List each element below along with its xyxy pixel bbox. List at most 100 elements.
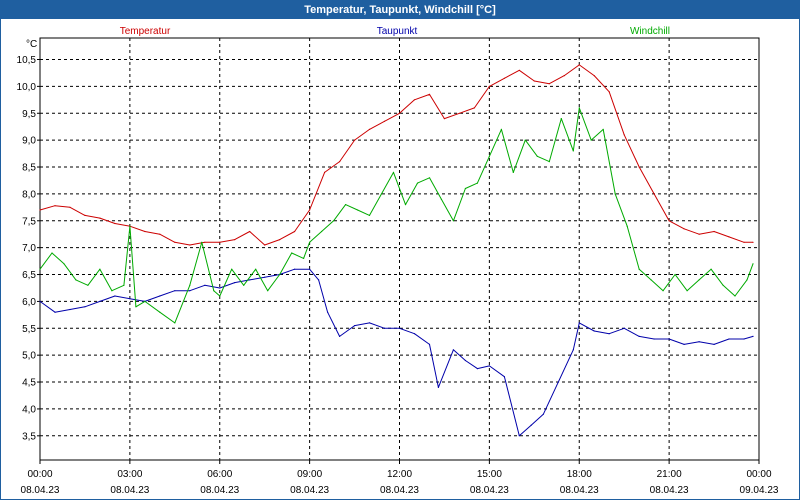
data-point-taupunkt bbox=[318, 279, 320, 281]
data-point-taupunkt bbox=[503, 376, 505, 378]
data-point-windchill bbox=[357, 209, 359, 211]
data-point-windchill bbox=[309, 241, 311, 243]
data-point-windchill bbox=[279, 273, 281, 276]
data-point-temperatur bbox=[84, 214, 86, 216]
data-point-temperatur bbox=[413, 99, 416, 101]
data-point-windchill bbox=[267, 290, 269, 292]
data-point-temperatur bbox=[398, 112, 401, 114]
series-line-taupunkt bbox=[39, 268, 754, 437]
y-tick-label: 6,0 bbox=[22, 297, 36, 308]
data-point-taupunkt bbox=[668, 338, 670, 340]
data-point-temperatur bbox=[608, 91, 610, 93]
data-point-taupunkt bbox=[339, 335, 341, 337]
y-tick-label: 10,0 bbox=[17, 82, 37, 93]
data-point-taupunkt bbox=[234, 282, 236, 284]
data-point-windchill bbox=[291, 252, 293, 254]
data-point-windchill bbox=[174, 322, 176, 324]
data-point-taupunkt bbox=[398, 327, 401, 329]
data-point-taupunkt bbox=[84, 306, 86, 308]
data-point-temperatur bbox=[189, 244, 191, 246]
data-point-taupunkt bbox=[476, 368, 478, 370]
data-point-taupunkt bbox=[638, 335, 640, 337]
data-point-windchill bbox=[722, 284, 724, 286]
data-point-temperatur bbox=[683, 228, 685, 230]
data-point-temperatur bbox=[309, 209, 311, 211]
data-point-temperatur bbox=[114, 222, 116, 225]
chart-title: Temperatur, Taupunkt, Windchill [°C] bbox=[1, 1, 799, 19]
data-point-taupunkt bbox=[698, 341, 700, 343]
data-point-windchill bbox=[536, 155, 538, 157]
data-point-temperatur bbox=[368, 128, 371, 130]
data-point-temperatur bbox=[668, 220, 670, 222]
data-point-windchill bbox=[440, 198, 442, 200]
data-point-windchill bbox=[686, 290, 688, 292]
data-point-windchill bbox=[213, 290, 215, 292]
data-point-windchill bbox=[590, 139, 592, 141]
y-tick-label: 6,5 bbox=[22, 270, 36, 281]
data-point-windchill bbox=[512, 171, 514, 173]
data-point-windchill bbox=[674, 273, 676, 276]
x-tick-time: 09:00 bbox=[297, 469, 322, 480]
data-point-temperatur bbox=[249, 230, 251, 233]
data-point-windchill bbox=[626, 225, 628, 227]
data-point-windchill bbox=[39, 268, 41, 270]
y-axis-unit: °C bbox=[26, 39, 37, 50]
data-point-taupunkt bbox=[69, 308, 71, 311]
data-point-taupunkt bbox=[713, 343, 715, 345]
data-point-taupunkt bbox=[557, 381, 559, 383]
data-point-windchill bbox=[159, 311, 161, 313]
x-tick-date: 09.04.23 bbox=[740, 485, 779, 496]
axes: 3,5 4,0 4,5 5,0 5,5 6,0 6,5 7,0 7,5 8,0 8,5 9,0 9,5 1… bbox=[17, 39, 779, 496]
data-point-windchill bbox=[231, 268, 233, 270]
data-point-temperatur bbox=[99, 217, 101, 219]
data-point-taupunkt bbox=[114, 295, 116, 297]
data-point-taupunkt bbox=[99, 300, 101, 302]
data-point-temperatur bbox=[54, 205, 56, 207]
data-point-temperatur bbox=[548, 83, 550, 85]
data-point-windchill bbox=[488, 155, 490, 157]
x-tick-time: 18:00 bbox=[567, 469, 592, 480]
data-point-windchill bbox=[734, 295, 736, 297]
data-point-temperatur bbox=[219, 241, 221, 243]
data-point-windchill bbox=[201, 241, 203, 243]
data-point-temperatur bbox=[653, 193, 655, 195]
y-tick-label: 5,5 bbox=[22, 324, 36, 335]
data-point-taupunkt bbox=[488, 365, 490, 367]
data-point-windchill bbox=[464, 187, 466, 190]
data-point-windchill bbox=[698, 279, 700, 281]
data-point-windchill bbox=[321, 230, 323, 233]
data-point-temperatur bbox=[279, 239, 281, 241]
data-point-windchill bbox=[392, 171, 395, 173]
x-tick-date: 08.04.23 bbox=[21, 485, 60, 496]
data-point-temperatur bbox=[503, 77, 505, 79]
x-tick-time: 21:00 bbox=[657, 469, 682, 480]
data-point-taupunkt bbox=[129, 298, 131, 300]
data-point-windchill bbox=[650, 279, 652, 281]
data-point-windchill bbox=[368, 214, 371, 216]
y-tick-label: 9,5 bbox=[22, 109, 36, 120]
series-line-temperatur bbox=[39, 64, 753, 246]
data-point-taupunkt bbox=[413, 333, 416, 335]
data-point-taupunkt bbox=[54, 311, 56, 313]
data-point-taupunkt bbox=[327, 311, 329, 313]
data-point-windchill bbox=[404, 204, 407, 206]
data-point-windchill bbox=[333, 220, 335, 222]
data-point-windchill bbox=[710, 268, 712, 270]
x-tick-date: 08.04.23 bbox=[110, 485, 149, 496]
data-point-temperatur bbox=[593, 75, 595, 77]
data-point-taupunkt bbox=[608, 333, 610, 335]
data-point-taupunkt bbox=[39, 300, 41, 302]
data-point-windchill bbox=[614, 193, 616, 195]
data-point-temperatur bbox=[174, 241, 176, 243]
x-tick-time: 12:00 bbox=[387, 469, 412, 480]
data-point-taupunkt bbox=[530, 424, 532, 426]
legend: Temperatur Taupunkt Windchill bbox=[120, 26, 670, 37]
data-point-temperatur bbox=[533, 80, 535, 82]
data-point-taupunkt bbox=[309, 268, 311, 270]
data-point-taupunkt bbox=[159, 295, 161, 297]
data-point-taupunkt bbox=[578, 322, 580, 324]
data-point-windchill bbox=[219, 295, 221, 297]
data-point-temperatur bbox=[473, 107, 475, 109]
data-point-taupunkt bbox=[204, 284, 206, 286]
data-point-temperatur bbox=[638, 166, 640, 168]
